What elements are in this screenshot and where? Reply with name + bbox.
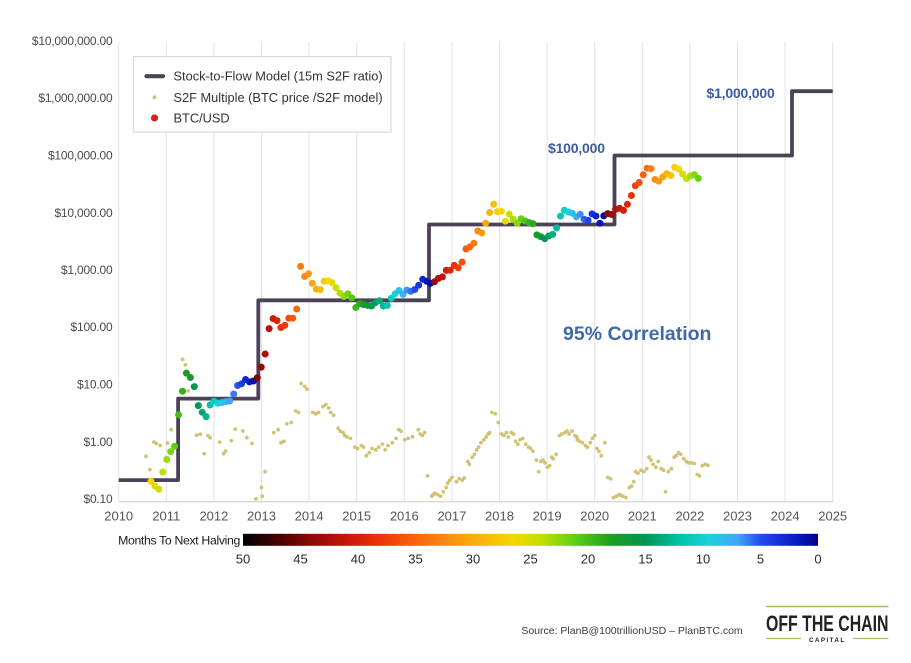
svg-text:$1,000.00: $1,000.00 [61, 263, 113, 277]
svg-text:30: 30 [466, 552, 480, 567]
svg-text:2016: 2016 [390, 509, 419, 524]
svg-text:2018: 2018 [485, 509, 514, 524]
svg-text:$10,000.00: $10,000.00 [54, 206, 113, 220]
svg-text:Stock-to-Flow Model (15m S2F r: Stock-to-Flow Model (15m S2F ratio) [174, 69, 383, 84]
svg-text:20: 20 [581, 552, 595, 567]
svg-text:35: 35 [408, 552, 422, 567]
svg-text:S2F Multiple (BTC price /S2F m: S2F Multiple (BTC price /S2F model) [174, 90, 383, 105]
svg-text:5: 5 [757, 552, 764, 567]
svg-text:95% Correlation: 95% Correlation [563, 323, 711, 345]
svg-text:10: 10 [696, 552, 710, 567]
svg-text:2015: 2015 [342, 509, 371, 524]
svg-text:Months To Next Halving: Months To Next Halving [118, 533, 240, 547]
svg-text:45: 45 [293, 552, 307, 567]
svg-text:$0.10: $0.10 [83, 492, 113, 506]
svg-text:2020: 2020 [580, 509, 609, 524]
svg-text:OFF THE CHAIN: OFF THE CHAIN [766, 611, 889, 636]
svg-text:2010: 2010 [104, 509, 133, 524]
svg-text:$100,000.00: $100,000.00 [48, 149, 113, 163]
svg-text:2012: 2012 [199, 509, 228, 524]
svg-text:0: 0 [814, 552, 821, 567]
svg-text:25: 25 [523, 552, 537, 567]
svg-text:50: 50 [236, 552, 250, 567]
svg-text:Source: PlanB@100trillionUSD –: Source: PlanB@100trillionUSD – PlanBTC.c… [521, 625, 743, 637]
svg-text:$1,000,000: $1,000,000 [707, 85, 775, 101]
svg-text:2022: 2022 [675, 509, 704, 524]
svg-text:15: 15 [638, 552, 652, 567]
svg-text:$10.00: $10.00 [77, 378, 113, 392]
svg-text:2023: 2023 [723, 509, 752, 524]
svg-text:2011: 2011 [152, 509, 180, 524]
svg-text:$10,000,000.00: $10,000,000.00 [32, 34, 113, 48]
svg-text:2013: 2013 [247, 509, 276, 524]
svg-text:2014: 2014 [295, 509, 324, 524]
svg-text:$1,000,000.00: $1,000,000.00 [38, 91, 113, 105]
svg-text:2019: 2019 [533, 509, 562, 524]
svg-text:2024: 2024 [771, 509, 800, 524]
svg-text:2017: 2017 [437, 509, 466, 524]
svg-text:$100,000: $100,000 [548, 140, 605, 156]
svg-text:2025: 2025 [818, 509, 847, 524]
svg-text:40: 40 [351, 552, 365, 567]
svg-text:$1.00: $1.00 [83, 435, 113, 449]
svg-text:2021: 2021 [628, 509, 657, 524]
svg-text:CAPITAL: CAPITAL [809, 637, 846, 644]
svg-text:$100.00: $100.00 [71, 320, 114, 334]
svg-text:BTC/USD: BTC/USD [174, 111, 230, 126]
